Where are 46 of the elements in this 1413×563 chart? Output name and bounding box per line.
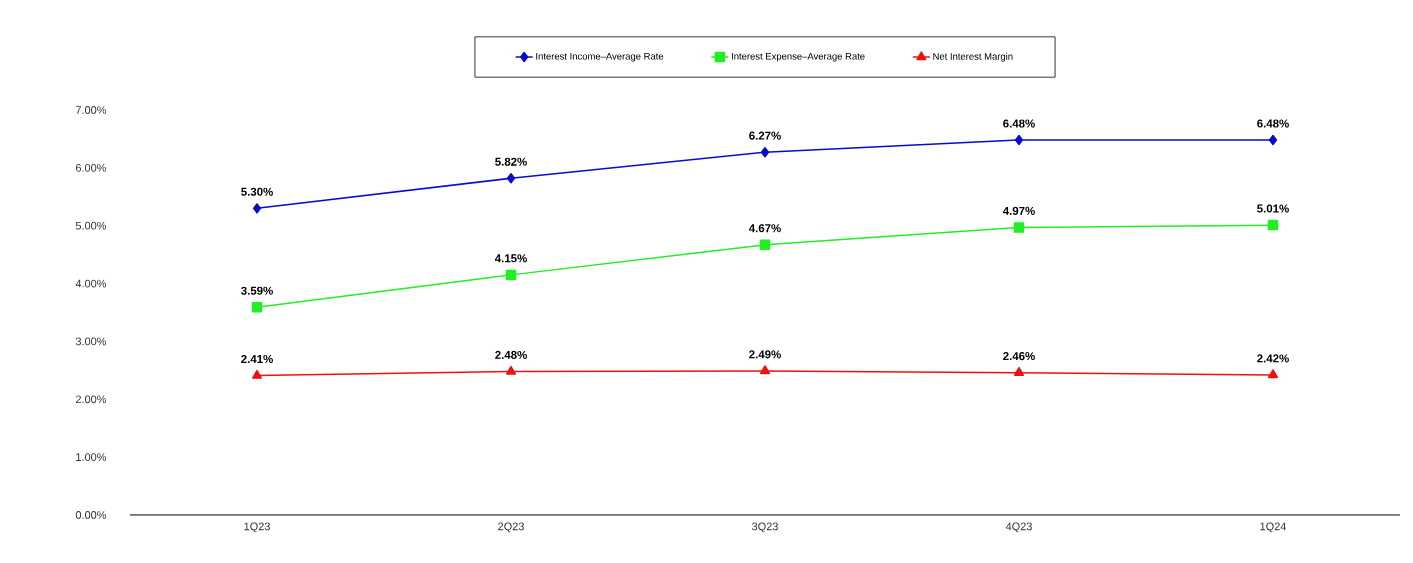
data-label: 2.42% (1257, 354, 1289, 363)
x-tick-label: 1Q24 (1260, 522, 1287, 533)
y-tick-label: 6.00% (75, 163, 107, 172)
point (1268, 134, 1278, 146)
legend-label: Net Interest Margin (933, 52, 1013, 62)
point (1013, 222, 1025, 233)
point (1013, 366, 1025, 376)
data-label: 6.48% (1003, 119, 1035, 128)
y-tick-label: 2.00% (75, 395, 107, 404)
data-label: 5.82% (495, 157, 527, 166)
point (506, 173, 516, 184)
legend-label: Interest Expense–Average Rate (731, 53, 865, 62)
point (759, 365, 771, 375)
y-tick-label: 0.00% (75, 511, 107, 519)
legend-label: Interest Income–Average Rate (536, 53, 664, 62)
y-tick-label: 7.00% (75, 106, 107, 114)
y-tick-label: 3.00% (75, 337, 107, 346)
x-tick-label: 2Q23 (498, 522, 524, 533)
x-tick-label: 4Q23 (1005, 522, 1032, 533)
data-label: 5.30% (241, 187, 273, 196)
data-label: 6.48% (1257, 119, 1289, 128)
data-label: 6.27% (749, 131, 781, 140)
data-label: 4.15% (494, 254, 527, 263)
data-label: 5.01% (1257, 204, 1289, 213)
point (759, 239, 771, 251)
data-label: 4.67% (748, 224, 781, 233)
data-label: 3.59% (241, 286, 273, 295)
point (1267, 369, 1279, 379)
point (505, 269, 517, 281)
y-tick-label: 1.00% (76, 453, 107, 462)
y-tick-label: 4.00% (75, 279, 107, 288)
data-label: 4.97% (1002, 206, 1035, 215)
point (760, 146, 770, 158)
data-label: 2.48% (495, 350, 527, 359)
point (1267, 219, 1279, 231)
x-tick-label: 1Q23 (244, 522, 270, 533)
point (251, 302, 263, 313)
data-label: 2.49% (749, 350, 781, 359)
point (251, 369, 263, 379)
x-tick-label: 3Q23 (752, 522, 778, 533)
data-label: 2.46% (1003, 352, 1035, 361)
point (505, 365, 517, 375)
y-tick-label: 5.00% (75, 221, 107, 230)
data-label: 2.41% (241, 354, 273, 364)
point (1014, 134, 1024, 146)
point (252, 203, 262, 214)
